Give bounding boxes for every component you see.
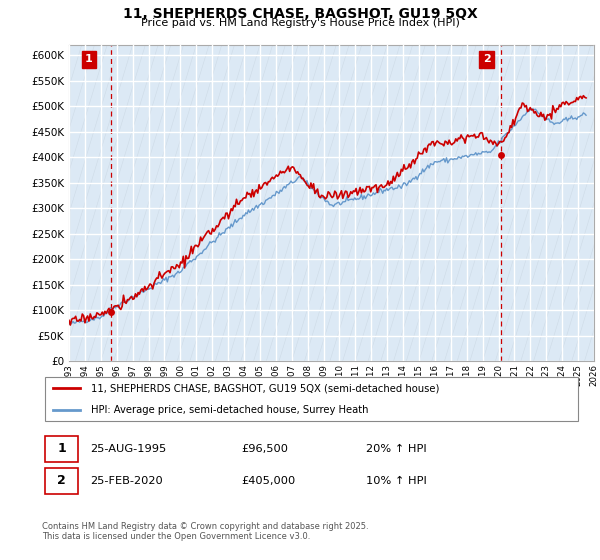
Text: Contains HM Land Registry data © Crown copyright and database right 2025.
This d: Contains HM Land Registry data © Crown c… <box>42 522 368 542</box>
Text: 1: 1 <box>85 54 93 64</box>
Text: £96,500: £96,500 <box>242 444 289 454</box>
Text: 2: 2 <box>483 54 490 64</box>
Text: Price paid vs. HM Land Registry's House Price Index (HPI): Price paid vs. HM Land Registry's House … <box>140 18 460 28</box>
Text: 10% ↑ HPI: 10% ↑ HPI <box>366 475 427 486</box>
Text: 2: 2 <box>57 474 66 487</box>
Text: 11, SHEPHERDS CHASE, BAGSHOT, GU19 5QX: 11, SHEPHERDS CHASE, BAGSHOT, GU19 5QX <box>122 7 478 21</box>
Text: HPI: Average price, semi-detached house, Surrey Heath: HPI: Average price, semi-detached house,… <box>91 405 368 415</box>
Text: 25-AUG-1995: 25-AUG-1995 <box>91 444 167 454</box>
FancyBboxPatch shape <box>45 436 78 461</box>
FancyBboxPatch shape <box>45 468 78 494</box>
FancyBboxPatch shape <box>45 377 578 421</box>
Text: 20% ↑ HPI: 20% ↑ HPI <box>366 444 427 454</box>
Text: 11, SHEPHERDS CHASE, BAGSHOT, GU19 5QX (semi-detached house): 11, SHEPHERDS CHASE, BAGSHOT, GU19 5QX (… <box>91 383 439 393</box>
Text: 25-FEB-2020: 25-FEB-2020 <box>91 475 163 486</box>
Text: £405,000: £405,000 <box>242 475 296 486</box>
Text: 1: 1 <box>57 442 66 455</box>
